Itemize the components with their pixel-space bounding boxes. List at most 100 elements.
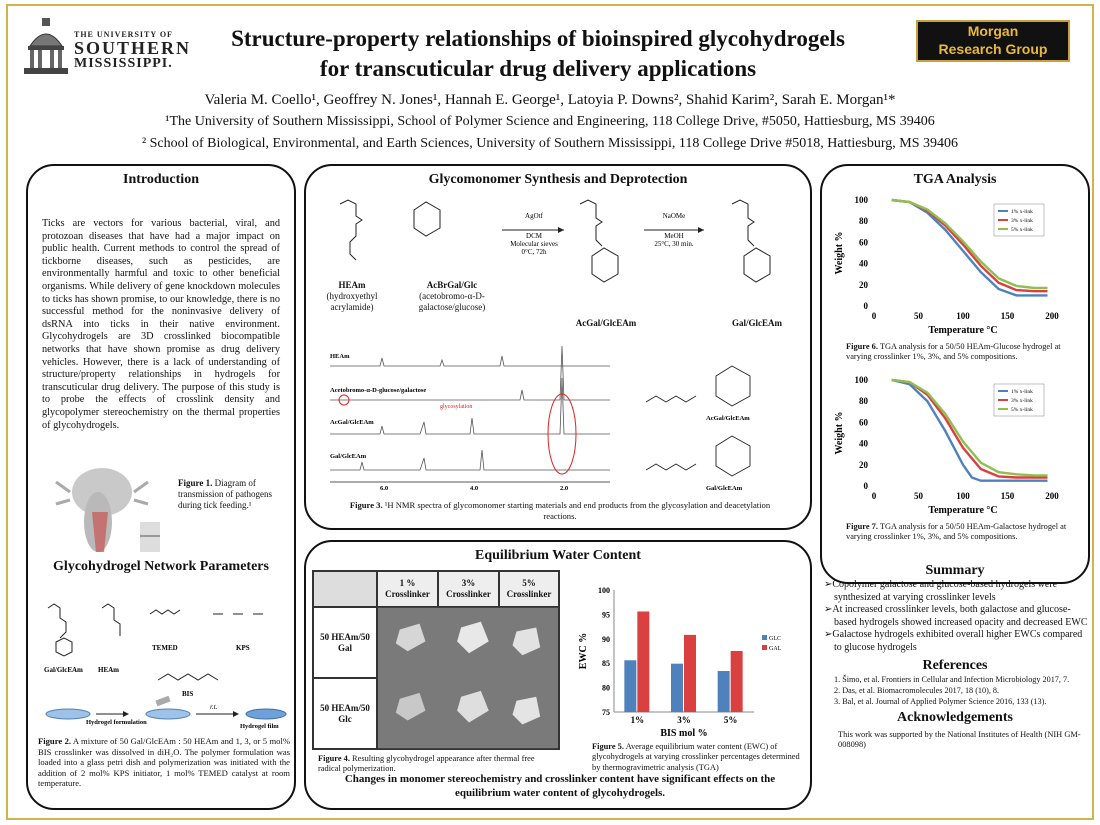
x-tick-label: 3% [677,715,691,725]
y-tick-label: 0 [864,481,869,491]
usm-logo-line2: SOUTHERN [74,38,192,58]
col-header-2: 3% Crosslinker [438,571,499,607]
bar-gal-1% [637,611,650,712]
legend-swatch [762,635,767,640]
x-tick-label: 1% [631,715,645,725]
authors: Valeria M. Coello¹, Geoffrey N. Jones¹, … [204,92,896,108]
synthesis-scheme: AgOtf DCM Molecular sieves 0°C, 72h NaOM… [339,199,771,283]
y-tick-label: 90 [602,635,610,644]
legend-label: GAL [769,646,782,652]
nmr-acbr-label: Acetobromo-α-D-glucose/galactose [330,387,426,394]
usm-logo-line1: THE UNIVERSITY OF [74,30,173,39]
figure2-text: A mixture of 50 Gal/GlcEAm : 50 HEAm and… [38,736,290,789]
nmr-gal-label: Gal/GlcEAm [330,453,367,460]
figure1-label: Figure 1. [178,478,213,488]
step1-line3: Molecular sieves [510,240,558,248]
nmr-spectra: HEAm Acetobromo-α-D-glucose/galactose Ac… [330,345,610,492]
y-tick-label: 20 [859,460,869,470]
tga-panel: TGA Analysis 0 20 40 60 80 100 0 50 100 150 200 Tem… [820,164,1090,584]
poster: THE UNIVERSITY OF SOUTHERN MISSISSIPPI. … [6,4,1094,820]
affiliation-2: ² School of Biological, Environmental, a… [141,136,959,151]
x-tick-label: 50 [914,311,924,321]
nmr-x1: 6.0 [380,485,388,492]
temed-label: TEMED [152,644,178,652]
step1-line4: 0°C, 72h [522,248,547,256]
ewc-bar-chart: 75 80 85 90 95 100 1% 3% 5% BIS mol % EWC % GLC GAL [578,586,782,739]
series-line [891,378,1048,482]
figure4-label: Figure 4. [318,754,350,763]
x-tick-label: 200 [1045,491,1059,501]
x-axis-label: Temperature °C [928,325,997,336]
x-tick-label: 5% [724,715,738,725]
figure7-text: TGA analysis for a 50/50 HEAm-Galactose … [846,522,1067,542]
figure1-text: Diagram of transmission of pathogens dur… [178,478,272,510]
table-corner [313,571,377,607]
figure3-text: ¹H NMR spectra of glycomonomer starting … [382,500,771,521]
tga-galactose-chart: 0 20 40 60 80 100 0 50 100 150 200 Temperature °C We… [834,375,1059,516]
tick-diagram-image [55,468,160,552]
figure5-caption: Figure 5. Average equilibrium water cont… [592,742,802,773]
reference-item: 1. Šimo, et al. Frontiers in Cellular an… [834,674,1070,684]
series-line [891,378,1048,477]
col-header-3: 5% Crosslinker [499,571,559,607]
legend-swatch [762,645,767,650]
dome-icon [24,18,68,74]
kps-label: KPS [236,644,250,652]
morgan-logo-line1: Morgan [967,23,1019,39]
introduction-panel: Introduction Ticks are vectors for vario… [26,164,296,810]
acbr-name: AcBrGal/Glc [426,280,478,290]
summary-list: ➢Copolymer galactose and glucose-based h… [822,579,1090,655]
heam-name: HEAm [338,280,366,290]
usm-logo-line3: MISSISSIPPI. [74,56,173,71]
x-tick-label: 0 [872,491,877,501]
references-title: References [922,657,988,673]
bar-glc-5% [717,671,730,712]
figure7-label: Figure 7. [846,522,878,531]
introduction-title: Introduction [123,172,199,187]
y-axis-label: EWC % [578,633,589,669]
usm-logo: THE UNIVERSITY OF SOUTHERN MISSISSIPPI. [22,16,192,80]
figure6-text: TGA analysis for a 50/50 HEAm-Glucose hy… [846,342,1061,362]
hydrogel-photos [377,607,559,749]
legend-label: 5% x-link [1011,407,1033,413]
y-axis-label: Weight % [834,411,845,454]
acbr-structure-label: AcBrGal/Glc (acetobromo-α-D-galactose/gl… [406,280,498,313]
figure6-label: Figure 6. [846,342,878,351]
summary-item: ➢At increased crosslinker levels, both g… [824,604,1088,628]
series-line [891,198,1048,290]
legend-label: 1% x-link [1011,209,1033,215]
legend-label: 5% x-link [1011,227,1033,233]
x-tick-label: 100 [956,311,970,321]
y-tick-label: 60 [859,417,869,427]
glycomonomer-panel: Glycomonomer Synthesis and Deprotection … [304,164,812,530]
legend-label: 3% x-link [1011,398,1033,404]
col-header-1: 1 % Crosslinker [377,571,438,607]
heam-structure-label: HEAm (hydroxyethyl acrylamide) [320,280,384,313]
formulation-label: Hydrogel formulation [86,719,147,726]
rt-label: r.t. [210,703,218,711]
reference-item: 2. Das, et al. Biomacromolecules 2017, 1… [834,685,1000,695]
step1-line2: DCM [526,232,543,240]
figure4-caption: Figure 4. Resulting glycohydrogel appear… [318,754,558,775]
step2-line3: 25°C, 30 min. [654,240,694,248]
y-tick-label: 80 [859,216,869,226]
figure2-label: Figure 2. [38,736,72,746]
title-line2: for transcuticular drug delivery applica… [319,56,757,81]
legend-label: GLC [769,636,781,642]
figure5-text: Average equilibrium water content (EWC) … [592,742,800,772]
morgan-logo-line2: Research Group [938,41,1048,57]
network-figure: Gal/GlcEAm HEAm TEMED KPS BIS r.t. Hydro… [38,598,290,732]
y-tick-label: 20 [859,280,869,290]
acbr-desc: (acetobromo-α-D-galactose/glucose) [418,291,486,312]
y-tick-label: 0 [864,301,869,311]
figure7-caption: Figure 7. TGA analysis for a 50/50 HEAm-… [846,522,1086,543]
acknowledgements-title: Acknowledgements [897,709,1013,725]
ewc-conclusion: Changes in monomer stereochemistry and c… [344,773,776,799]
network-title: Glycohydrogel Network Parameters [53,559,269,574]
introduction-text: Ticks are vectors for various bacterial,… [42,218,280,431]
y-tick-label: 100 [598,586,610,595]
summary-item: ➢Copolymer galactose and glucose-based h… [824,579,1058,603]
glc-label: Gal/GlcEAm [44,666,83,674]
summary-title: Summary [925,563,985,578]
y-tick-label: 85 [602,659,610,668]
